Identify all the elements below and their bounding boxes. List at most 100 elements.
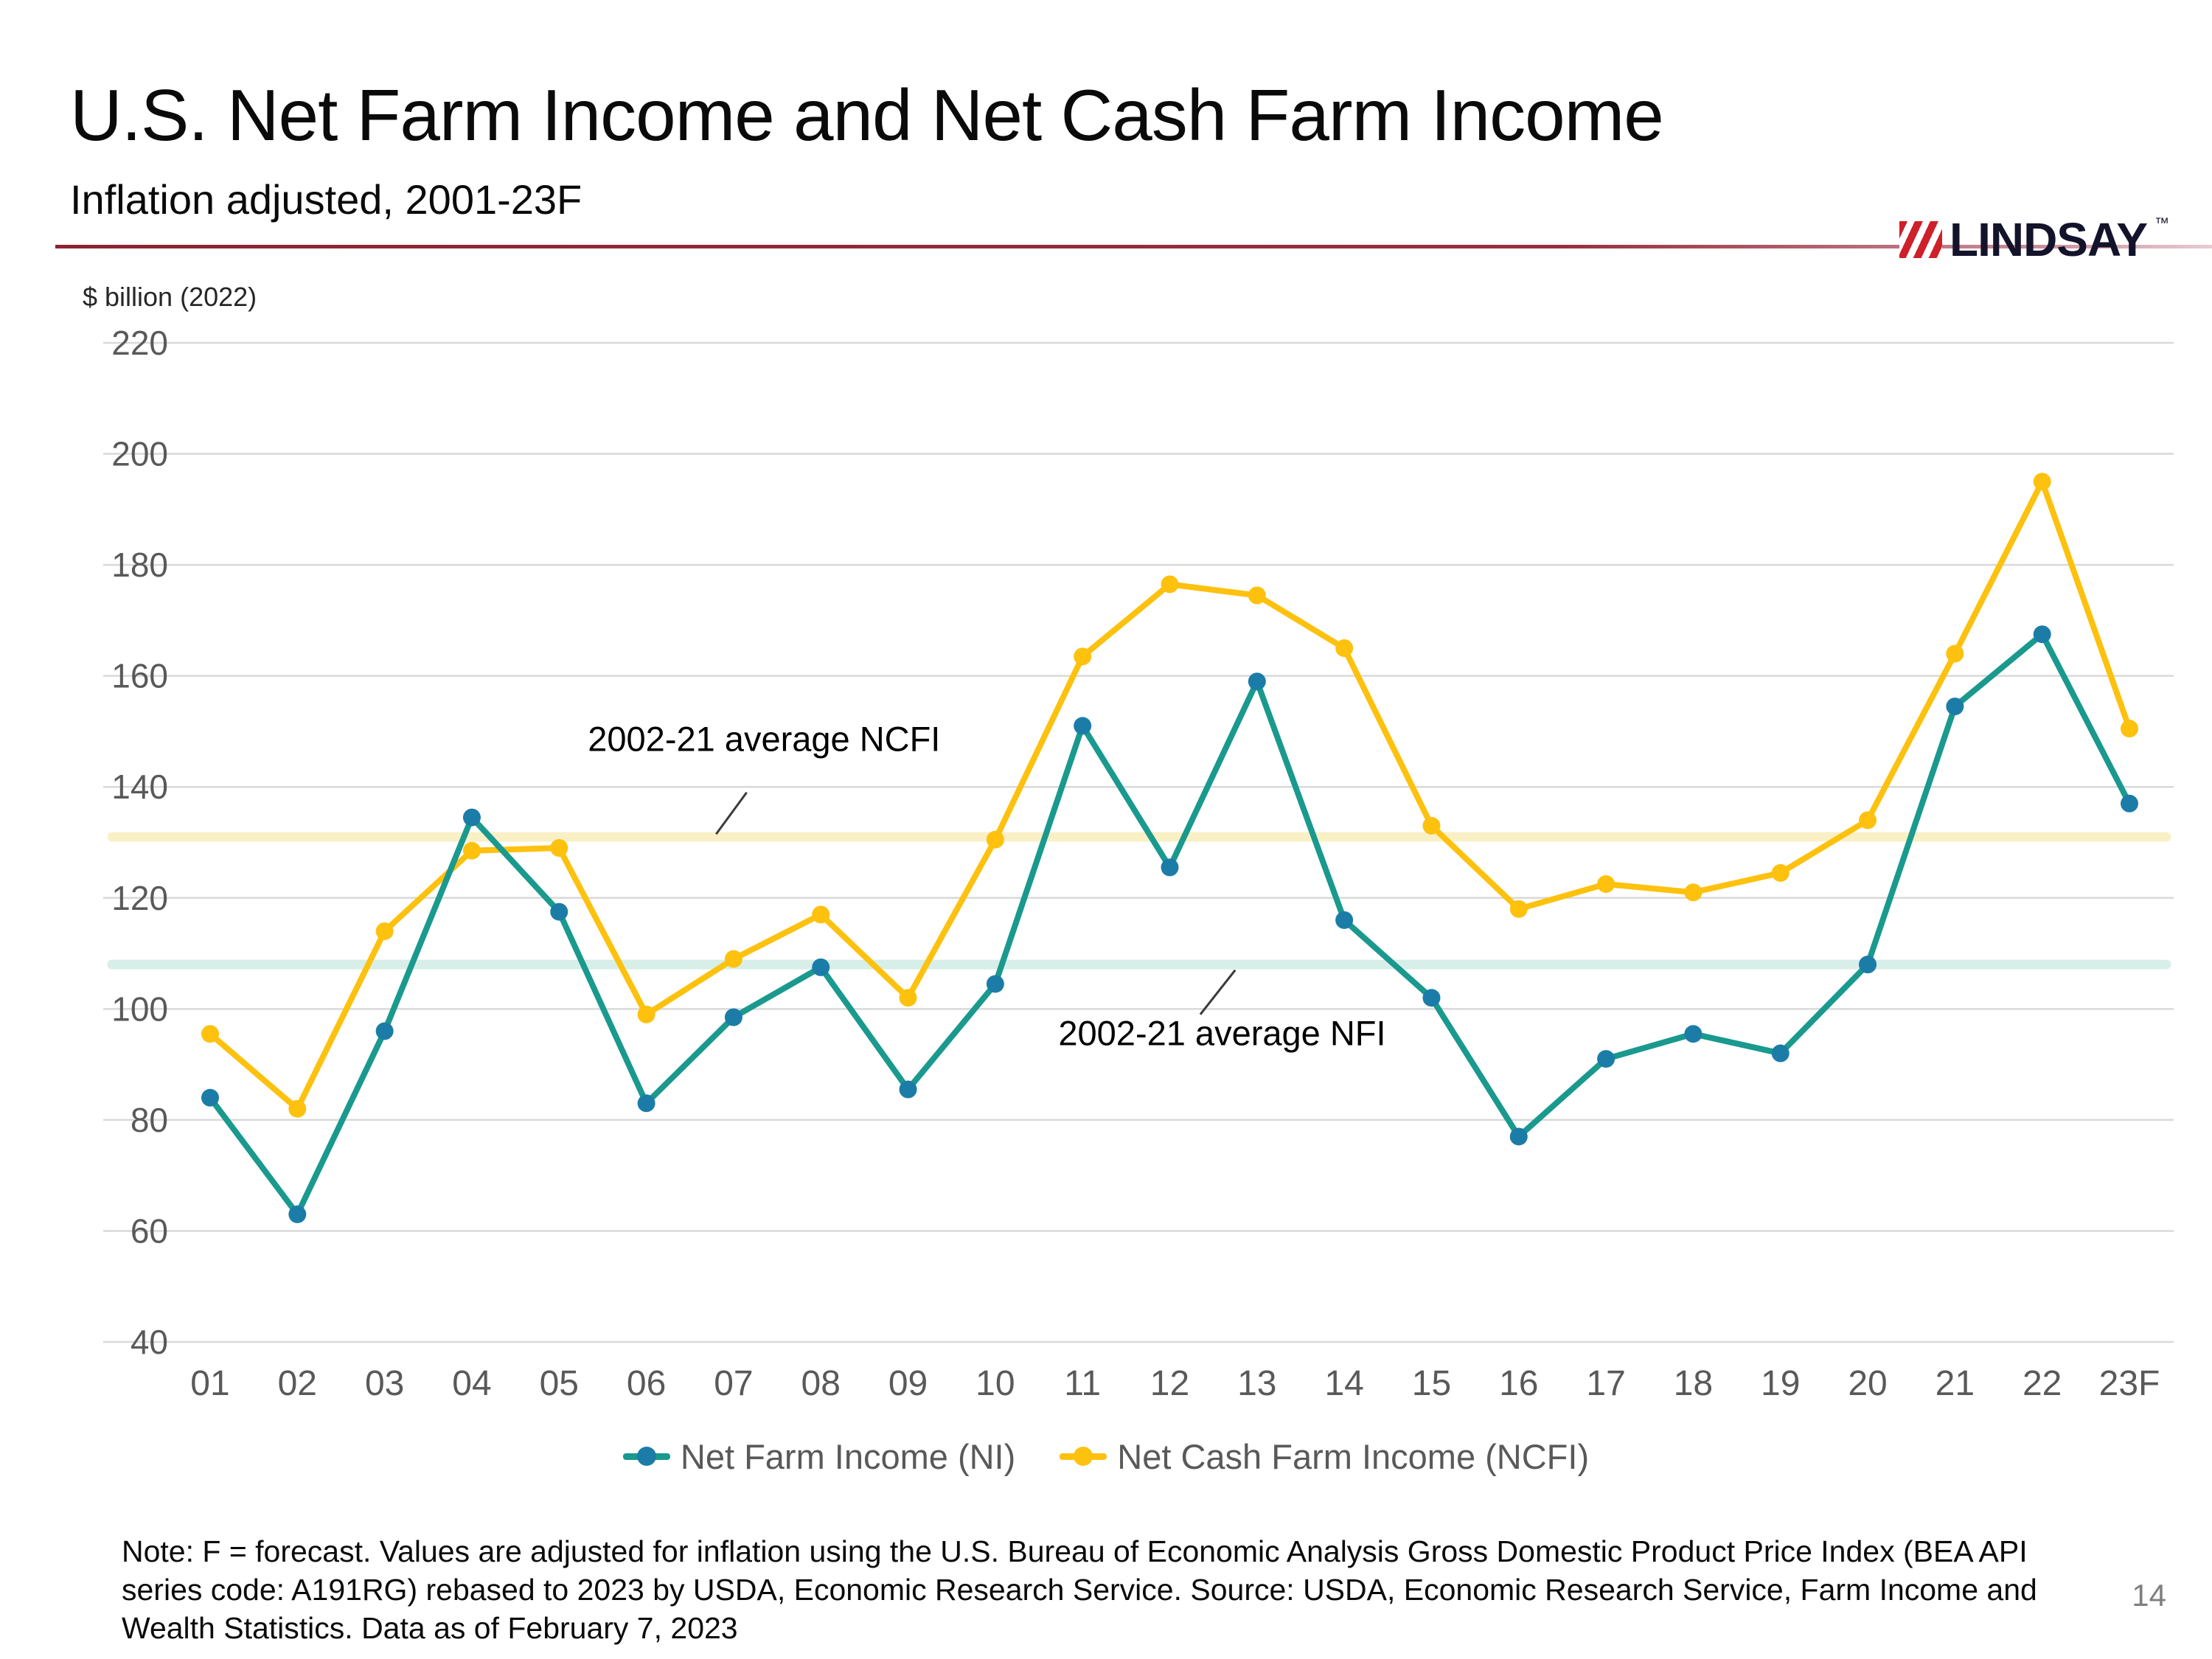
x-tick-label: 08 — [801, 1364, 841, 1403]
x-tick-label: 09 — [888, 1364, 928, 1403]
x-tick-label: 14 — [1324, 1364, 1363, 1403]
nfi-legend-marker-icon — [622, 1447, 670, 1466]
y-tick-label: 80 — [131, 1101, 168, 1139]
page-title: U.S. Net Farm Income and Net Cash Farm I… — [70, 74, 1664, 156]
x-tick-label: 13 — [1237, 1364, 1276, 1403]
page-subtitle: Inflation adjusted, 2001-23F — [70, 176, 582, 223]
x-tick-label: 06 — [627, 1364, 666, 1403]
series-line-0 — [207, 631, 2132, 1217]
series-point — [1859, 811, 1877, 830]
ncfi-legend-marker-icon — [1060, 1447, 1107, 1466]
page-number: 14 — [2132, 1578, 2166, 1613]
y-tick-label: 160 — [111, 657, 168, 695]
series-point — [1248, 586, 1266, 605]
series-point — [375, 1022, 394, 1040]
series-point — [986, 975, 1004, 993]
y-axis-unit-label: $ billion (2022) — [83, 282, 257, 312]
lindsay-logo: LINDSAY ™ — [1899, 212, 2169, 267]
x-tick-label: 05 — [540, 1364, 579, 1403]
y-tick-label: 120 — [111, 879, 168, 917]
chart-area: 40 60 80 100 120 140 160 180 200 220 2002-21 avera… — [44, 310, 2183, 1460]
x-tick-label: 20 — [1848, 1364, 1887, 1403]
chart-legend: Net Farm Income (NI) Net Cash Farm Incom… — [0, 1436, 2212, 1477]
series-point — [1161, 858, 1179, 877]
x-tick-label: 04 — [452, 1364, 491, 1403]
series-point — [1771, 1044, 1790, 1062]
series-point — [1074, 647, 1092, 666]
series-point — [201, 1088, 219, 1107]
series-point — [462, 808, 481, 827]
series-point — [724, 950, 742, 968]
series-point — [1684, 1025, 1703, 1043]
series-point — [1161, 575, 1179, 594]
x-tick-label: 22 — [2023, 1364, 2062, 1403]
series-point — [1074, 717, 1092, 735]
lindsay-logo-icon — [1899, 221, 1942, 258]
y-tick-label: 220 — [111, 324, 168, 362]
annotation-text: 2002-21 average NFI — [1058, 1013, 1385, 1052]
x-tick-label: 02 — [278, 1364, 317, 1403]
lindsay-logo-text: LINDSAY — [1949, 213, 2148, 266]
series-point — [1946, 644, 1964, 663]
title-divider — [55, 245, 2212, 248]
x-tick-label: 17 — [1586, 1364, 1625, 1403]
series-point — [1684, 883, 1703, 902]
series-point — [2121, 794, 2138, 813]
nfi-legend-label: Net Farm Income (NI) — [680, 1437, 1016, 1476]
x-tick-label: 07 — [714, 1364, 753, 1403]
series-point — [1335, 639, 1354, 658]
y-tick-label: 100 — [111, 990, 168, 1028]
footnote: Note: F = forecast. Values are adjusted … — [122, 1534, 2037, 1646]
annotation-text: 2002-21 average NCFI — [588, 719, 940, 758]
series-point — [1946, 698, 1964, 716]
series-point — [201, 1025, 219, 1043]
series-point — [2033, 473, 2051, 491]
series-point — [812, 958, 830, 976]
legend-item-nfi: Net Farm Income (NI) — [622, 1436, 1016, 1477]
series-point — [986, 830, 1004, 849]
x-tick-label: 12 — [1150, 1364, 1189, 1403]
series-point — [288, 1205, 307, 1223]
series-point — [288, 1099, 307, 1118]
series-point — [1509, 900, 1528, 918]
series-point — [2033, 625, 2051, 644]
y-tick-label: 140 — [111, 768, 168, 806]
series-point — [462, 841, 481, 860]
ncfi-legend-label: Net Cash Farm Income (NCFI) — [1117, 1437, 1590, 1476]
x-tick-label: 03 — [365, 1364, 404, 1403]
series-point — [899, 989, 917, 1007]
x-tick-label: 18 — [1674, 1364, 1713, 1403]
series-point — [812, 905, 830, 924]
series-point — [1597, 1050, 1615, 1068]
series-point — [1859, 956, 1877, 974]
series-point — [1335, 911, 1354, 929]
annotation-leader — [715, 791, 748, 835]
series-point — [1248, 672, 1266, 691]
x-tick-label: 01 — [190, 1364, 229, 1403]
series-point — [637, 1094, 655, 1113]
series-point — [899, 1080, 917, 1099]
y-tick-label: 200 — [111, 435, 168, 473]
legend-item-ncfi: Net Cash Farm Income (NCFI) — [1060, 1436, 1589, 1477]
x-tick-label: 16 — [1499, 1364, 1538, 1403]
series-point — [550, 839, 568, 858]
x-tick-label: 11 — [1064, 1364, 1101, 1403]
series-point — [550, 902, 568, 921]
series-point — [1771, 863, 1790, 882]
x-tick-label: 10 — [975, 1364, 1015, 1403]
x-tick-label: 23F — [2099, 1364, 2160, 1403]
series-point — [375, 922, 394, 940]
series-point — [1597, 874, 1615, 893]
trademark-symbol: ™ — [2154, 215, 2169, 232]
series-point — [1422, 989, 1441, 1007]
y-tick-label: 180 — [111, 546, 168, 584]
series-point — [637, 1005, 655, 1023]
x-tick-label: 19 — [1761, 1364, 1800, 1403]
y-tick-label: 40 — [131, 1323, 168, 1361]
series-point — [1422, 816, 1441, 835]
series-point — [2121, 720, 2138, 738]
x-tick-label: 15 — [1412, 1364, 1451, 1403]
series-point — [1509, 1127, 1528, 1146]
annotation-leader — [1199, 969, 1237, 1015]
